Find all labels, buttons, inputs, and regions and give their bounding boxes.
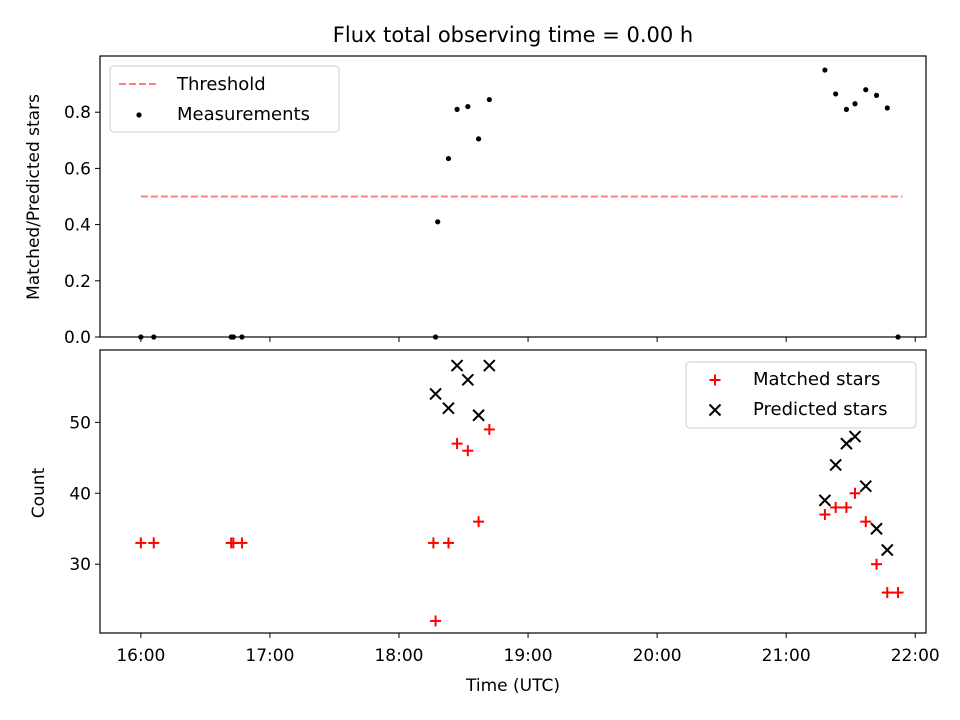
measurement-point (475, 136, 482, 142)
predicted-star-point (881, 543, 894, 557)
top-legend: Threshold Measurements (109, 65, 340, 133)
legend-measurements-label: Measurements (177, 104, 310, 125)
matched-star-point (473, 516, 485, 528)
predicted-star-point-b (829, 458, 842, 472)
x-tick-label: 21:00 (762, 646, 811, 666)
measurement-point (435, 219, 441, 225)
matched-star-point (881, 587, 893, 599)
predicted-star-point-b (818, 494, 832, 507)
legend-measurements-swatch (136, 112, 142, 118)
matched-star-point (819, 509, 831, 521)
matched-star-point (860, 516, 872, 528)
predicted-star-point (472, 409, 485, 422)
measurement-point (445, 155, 452, 162)
x-tick-label: 22:00 (891, 646, 940, 666)
predicted-star-point (818, 494, 832, 507)
x-tick-label: 16:00 (116, 646, 165, 666)
predicted-star-point-b (483, 359, 496, 372)
matched-star-point (849, 487, 861, 499)
predicted-star-point-b (859, 479, 872, 493)
predicted-star-point-b (881, 543, 894, 557)
top-y-axis-label: Matched/Predicted stars (24, 94, 44, 300)
matched-star-point (135, 537, 147, 549)
top-y-tick-label: 0.6 (64, 159, 91, 179)
predicted-star-point-b (450, 359, 464, 372)
x-tick-label: 20:00 (633, 646, 682, 666)
bottom-panel-counts: 30 40 50 16:00 17:00 18:00 19:00 20:00 21:00 22:0… (69, 349, 940, 666)
matched-star-point (236, 537, 248, 549)
predicted-star-point-b (848, 430, 862, 443)
predicted-star-point-b (840, 437, 853, 450)
matched-star-point (462, 445, 474, 457)
measurement-point (884, 105, 890, 111)
predicted-star-point (829, 458, 842, 472)
legend-matched-swatch (709, 374, 721, 386)
measurement-point (873, 92, 880, 98)
bottom-y-tick-label: 30 (69, 555, 91, 575)
x-tick-label: 19:00 (504, 646, 553, 666)
predicted-star-point (429, 387, 442, 401)
legend-threshold-label: Threshold (176, 74, 266, 95)
matched-star-point (830, 501, 842, 513)
predicted-star-point-b (429, 387, 442, 401)
top-axes-frame (99, 55, 927, 338)
matched-star-point (442, 537, 454, 549)
predicted-star-point (450, 359, 464, 372)
top-legend-box (109, 65, 340, 133)
top-panel-ratio: 0.0 0.2 0.4 0.6 0.8 Threshold Measurements (64, 55, 927, 348)
chart-title: Flux total observing time = 0.00 h (333, 23, 693, 47)
measurement-point (486, 96, 492, 103)
predicted-star-point (461, 373, 475, 386)
predicted-star-point-b (461, 373, 475, 386)
matched-star-point (148, 537, 160, 549)
matched-star-point (840, 501, 852, 513)
bottom-legend: Matched stars Predicted stars (685, 361, 917, 429)
matched-star-point (430, 615, 442, 627)
measurement-point (822, 67, 828, 73)
legend-predicted-swatch (708, 403, 722, 417)
measurement-point (454, 106, 460, 112)
matched-star-point (892, 587, 904, 599)
bottom-y-tick-label: 50 (69, 413, 91, 433)
matched-star-point (483, 423, 495, 435)
bottom-y-axis-label: Count (29, 467, 49, 518)
legend-predicted-label: Predicted stars (753, 399, 887, 420)
bottom-axes-frame (99, 349, 927, 634)
legend-predicted-swatch-b (708, 403, 722, 417)
matched-star-point (451, 438, 463, 450)
legend-matched-label: Matched stars (753, 369, 880, 390)
measurement-point (863, 87, 869, 93)
x-axis-label: Time (UTC) (465, 676, 560, 696)
bottom-y-tick-label: 40 (69, 484, 91, 504)
top-y-tick-label: 0.4 (64, 216, 91, 236)
predicted-star-point (840, 437, 853, 450)
matched-star-point (427, 537, 439, 549)
predicted-star-point (848, 430, 862, 443)
predicted-star-point-b (472, 409, 485, 422)
predicted-star-point-b (870, 522, 883, 535)
predicted-star-point (870, 522, 883, 535)
measurement-point (843, 106, 850, 112)
matched-star-point (871, 558, 883, 570)
measurement-point (852, 101, 858, 107)
predicted-star-point (442, 401, 455, 415)
x-tick-label: 17:00 (245, 646, 294, 666)
predicted-star-point-b (442, 401, 455, 415)
top-y-tick-label: 0.0 (64, 328, 91, 348)
top-y-tick-label: 0.2 (64, 272, 91, 292)
measurement-point (833, 91, 839, 97)
x-tick-label: 18:00 (374, 646, 423, 666)
predicted-star-point (483, 359, 496, 372)
predicted-star-point (859, 479, 872, 493)
top-y-tick-label: 0.8 (64, 103, 91, 123)
measurement-point (465, 103, 471, 110)
bottom-legend-box (685, 361, 917, 429)
